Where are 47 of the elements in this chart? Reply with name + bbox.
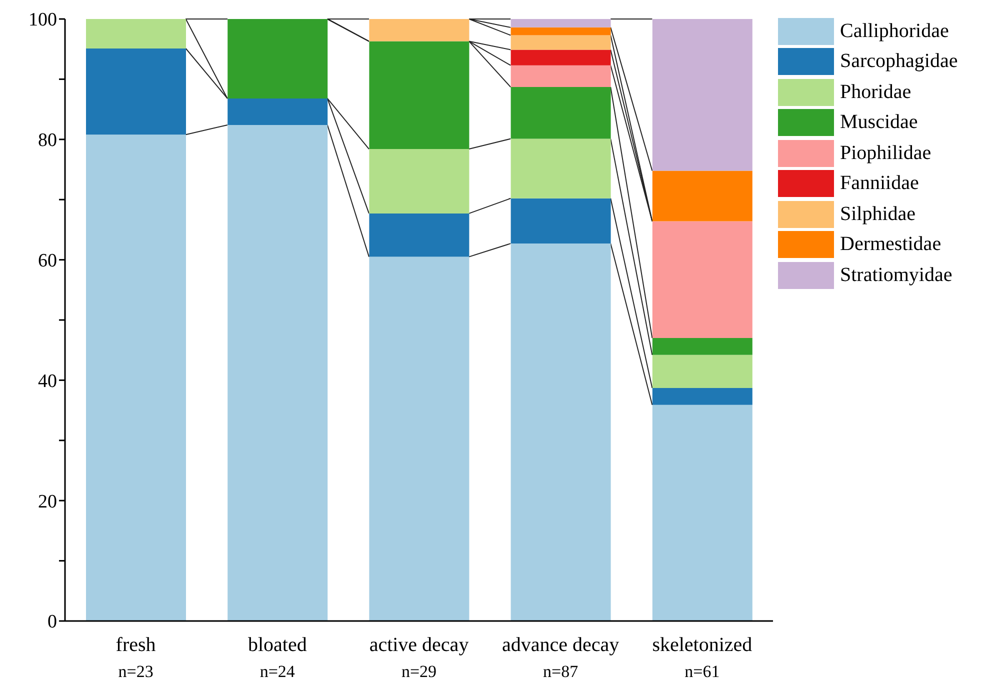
legend-label: Fanniidae	[840, 172, 919, 196]
bar	[510, 198, 611, 244]
bar	[228, 124, 328, 621]
legend-label: Silphidae	[840, 202, 916, 226]
x-tick-label: active decay n=29	[369, 634, 469, 681]
bar	[652, 354, 752, 388]
legend-label: Phoridae	[840, 80, 912, 104]
bar	[86, 134, 186, 621]
x-tick-label: fresh n=23	[116, 634, 156, 681]
bar	[510, 35, 611, 50]
y-tick-label: 100	[28, 10, 57, 31]
y-tick-label: 60	[38, 250, 57, 272]
bar	[652, 19, 752, 171]
x-tick-label: bloated n=24	[248, 634, 307, 681]
legend-label: Muscidae	[840, 111, 918, 134]
bar	[510, 50, 611, 66]
x-tick-label: advance decay n=87	[502, 634, 620, 681]
y-tick-label: 40	[38, 370, 57, 392]
bar	[510, 138, 611, 198]
y-tick-label: 80	[38, 130, 57, 152]
legend-label: Dermestidae	[840, 233, 942, 256]
bar	[369, 256, 470, 621]
bar	[652, 388, 752, 405]
bar	[369, 149, 470, 214]
bar	[86, 48, 186, 135]
legend-label: Sarcophagidae	[840, 50, 958, 74]
bar	[652, 221, 752, 338]
legend-label: Stratiomyidae	[840, 264, 952, 287]
bar	[652, 404, 752, 621]
bar	[510, 19, 611, 28]
y-tick-label: 0	[48, 612, 57, 633]
bar	[369, 41, 470, 150]
bar	[228, 19, 328, 98]
legend-label: Calliphoridae	[840, 20, 949, 43]
legend-label: Piophilidae	[840, 142, 932, 165]
bar	[510, 27, 611, 36]
bar	[652, 338, 752, 355]
bar	[510, 87, 611, 139]
bar	[369, 213, 470, 257]
bar	[369, 19, 470, 42]
bar	[652, 170, 752, 222]
x-tick-label: skeletonized n=61	[652, 634, 752, 681]
y-tick-label: 20	[38, 491, 57, 512]
bar	[86, 19, 186, 48]
bar	[510, 244, 611, 621]
bar	[228, 98, 328, 125]
bar	[510, 65, 611, 88]
